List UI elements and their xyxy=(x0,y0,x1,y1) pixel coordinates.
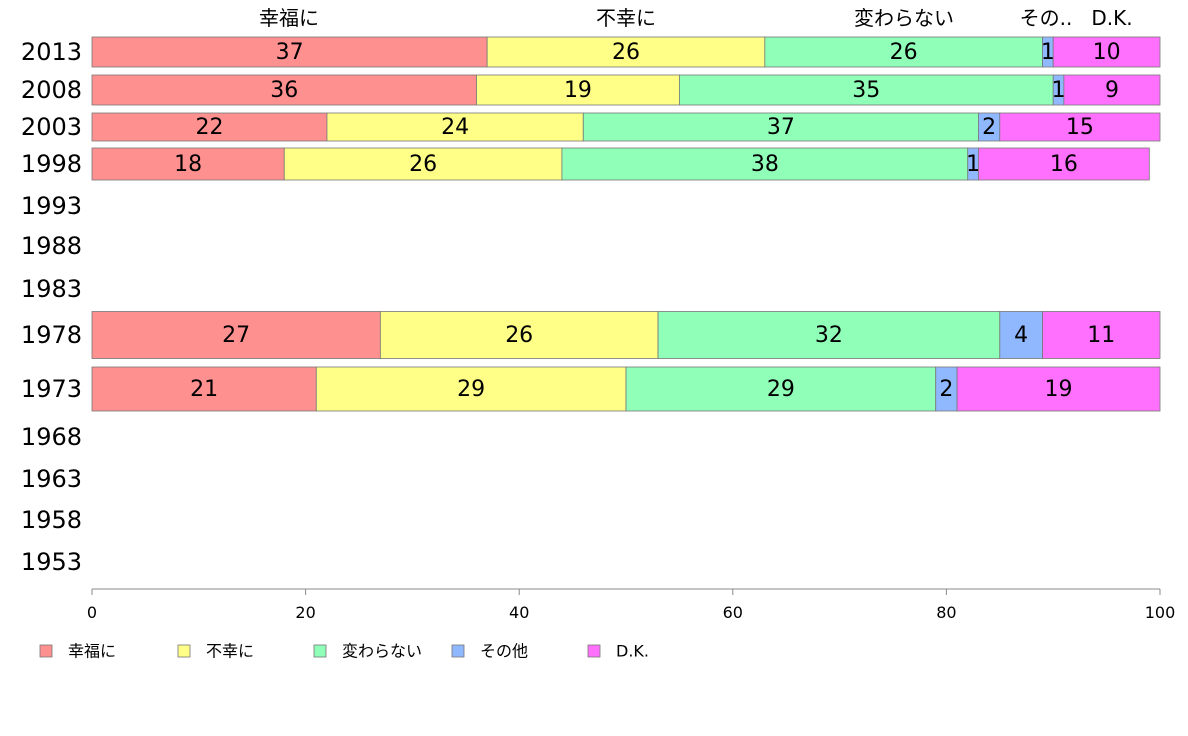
bar-segment xyxy=(1063,74,1161,106)
bar-segment xyxy=(283,147,563,181)
bar-segment xyxy=(764,36,1043,68)
data-label: 10 xyxy=(1093,40,1121,65)
year-label: 2013 xyxy=(21,38,82,66)
data-label: 37 xyxy=(767,115,795,140)
legend-swatch xyxy=(451,644,465,658)
legend-swatch xyxy=(177,644,191,658)
column-header: 不幸に xyxy=(596,6,656,30)
bar-segment xyxy=(91,311,381,359)
column-header: その.. xyxy=(1020,6,1073,30)
year-label: 1958 xyxy=(21,506,82,534)
data-label: 18 xyxy=(174,152,202,177)
data-label: 38 xyxy=(751,152,779,177)
bar-segment xyxy=(91,74,477,106)
x-tick-label: 60 xyxy=(723,603,743,622)
bar-segment xyxy=(91,366,317,412)
data-label: 16 xyxy=(1050,152,1078,177)
data-label: 11 xyxy=(1087,323,1115,348)
bar-segment xyxy=(1042,311,1161,359)
bar-segment xyxy=(999,112,1161,142)
x-tick-label: 100 xyxy=(1145,603,1176,622)
bar-segment xyxy=(315,366,627,412)
year-label: 1973 xyxy=(21,375,82,403)
bar-segment xyxy=(978,147,1150,181)
data-label: 1 xyxy=(966,152,980,177)
legend-label: 変わらない xyxy=(342,642,422,661)
data-label: 24 xyxy=(441,115,469,140)
data-label: 19 xyxy=(1045,377,1073,402)
data-label: 35 xyxy=(852,78,880,103)
bar-segment xyxy=(379,311,659,359)
bar-segment xyxy=(999,311,1043,359)
year-label: 1963 xyxy=(21,465,82,493)
data-label: 4 xyxy=(1014,323,1028,348)
bar-segment xyxy=(625,366,937,412)
legend-swatch xyxy=(39,644,53,658)
bar-segment xyxy=(91,112,328,142)
data-label: 9 xyxy=(1105,78,1119,103)
data-label: 1 xyxy=(1041,40,1055,65)
x-tick-label: 80 xyxy=(936,603,956,622)
year-label: 1998 xyxy=(21,150,82,178)
year-label: 1993 xyxy=(21,192,82,220)
data-label: 32 xyxy=(815,323,843,348)
legend-label: その他 xyxy=(480,642,528,661)
data-label: 22 xyxy=(195,115,223,140)
x-tick-label: 0 xyxy=(87,603,97,622)
year-label: 1988 xyxy=(21,232,82,260)
data-label: 26 xyxy=(409,152,437,177)
legend-label: D.K. xyxy=(616,642,649,661)
legend-label: 不幸に xyxy=(206,642,254,661)
data-label: 36 xyxy=(270,78,298,103)
data-label: 15 xyxy=(1066,115,1094,140)
legend-label: 幸福に xyxy=(68,642,116,661)
data-label: 29 xyxy=(457,377,485,402)
bar-segment xyxy=(91,147,285,181)
data-label: 26 xyxy=(612,40,640,65)
year-label: 2008 xyxy=(21,76,82,104)
bar-segment xyxy=(679,74,1054,106)
x-tick-label: 40 xyxy=(509,603,529,622)
data-label: 27 xyxy=(222,323,250,348)
bar-segment xyxy=(476,74,680,106)
data-label: 2 xyxy=(982,115,996,140)
data-label: 37 xyxy=(276,40,304,65)
data-label: 19 xyxy=(564,78,592,103)
year-label: 2003 xyxy=(21,113,82,141)
x-tick-label: 20 xyxy=(295,603,315,622)
year-label: 1983 xyxy=(21,275,82,303)
data-label: 26 xyxy=(890,40,918,65)
bar-segment xyxy=(486,36,766,68)
data-label: 1 xyxy=(1052,78,1066,103)
column-header: D.K. xyxy=(1091,6,1132,30)
year-label: 1953 xyxy=(21,548,82,576)
year-label: 1968 xyxy=(21,423,82,451)
bar-segment xyxy=(582,112,979,142)
year-label: 1978 xyxy=(21,321,82,349)
column-header: 変わらない xyxy=(854,6,954,30)
bar-segment xyxy=(956,366,1161,412)
bar-segment xyxy=(561,147,969,181)
bar-segment xyxy=(1052,36,1161,68)
legend-swatch xyxy=(587,644,601,658)
bar-segment xyxy=(91,36,488,68)
bar-segment xyxy=(657,311,1001,359)
data-label: 21 xyxy=(190,377,218,402)
legend-swatch xyxy=(313,644,327,658)
data-label: 26 xyxy=(505,323,533,348)
data-label: 2 xyxy=(939,377,953,402)
data-label: 29 xyxy=(767,377,795,402)
column-header: 幸福に xyxy=(259,6,319,30)
